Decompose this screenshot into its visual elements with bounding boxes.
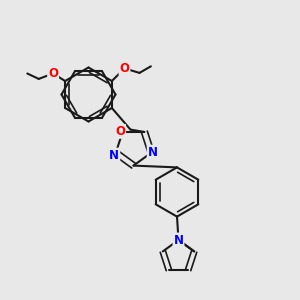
Text: O: O [119,62,130,75]
Text: O: O [115,125,125,138]
Text: N: N [148,146,158,159]
Text: O: O [48,67,58,80]
Text: N: N [173,233,184,247]
Text: N: N [109,148,119,162]
